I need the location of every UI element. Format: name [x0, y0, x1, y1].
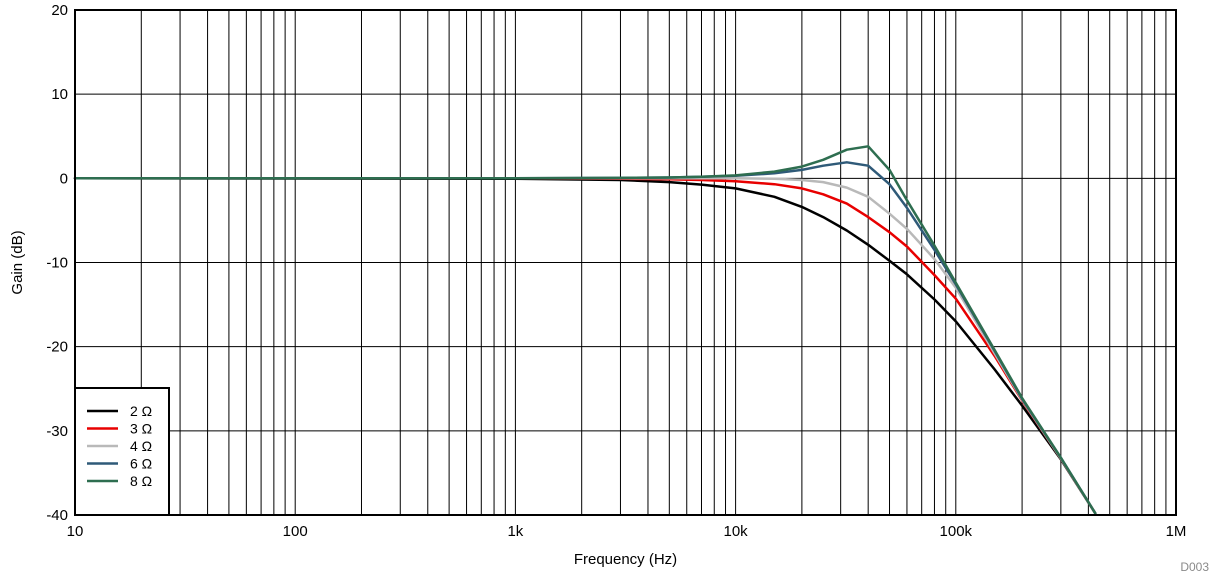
- y-tick-label: -30: [46, 423, 68, 440]
- x-tick-label: 1k: [507, 523, 523, 540]
- legend-entry-label: 3 Ω: [130, 421, 152, 437]
- legend-entry-label: 2 Ω: [130, 403, 152, 419]
- y-tick-label: -20: [46, 339, 68, 356]
- grid-lines: [75, 10, 1176, 515]
- series-lines: [73, 145, 1097, 515]
- x-tick-label: 10k: [724, 523, 749, 540]
- x-tick-labels: 10 100 1k 10k 100k 1M: [67, 523, 1187, 540]
- legend-entry-label: 8 Ω: [130, 473, 152, 489]
- figure-code-label: D003: [1180, 560, 1209, 574]
- plot-frame: [74, 9, 1177, 516]
- legend-entry-label: 6 Ω: [130, 456, 152, 472]
- y-axis-label: Gain (dB): [9, 230, 26, 294]
- y-tick-label: 10: [51, 86, 68, 103]
- y-tick-labels: 20 10 0 -10 -20 -30 -40: [46, 2, 68, 524]
- x-tick-label: 100: [283, 523, 308, 540]
- y-tick-label: -10: [46, 255, 68, 272]
- legend-entry-label: 4 Ω: [130, 438, 152, 454]
- x-axis-label: Frequency (Hz): [574, 551, 677, 568]
- series-line-1: [73, 177, 1097, 515]
- y-tick-label: -40: [46, 507, 68, 524]
- legend: 2 Ω 3 Ω4 Ω 6 Ω8 Ω: [74, 387, 170, 516]
- x-tick-label: 100k: [940, 523, 973, 540]
- x-tick-label: 1M: [1166, 523, 1187, 540]
- y-tick-label: 20: [51, 2, 68, 19]
- series-line-5: [73, 145, 1097, 515]
- legend-box: [74, 387, 170, 516]
- y-tick-label: 0: [60, 170, 68, 187]
- x-tick-label: 10: [67, 523, 84, 540]
